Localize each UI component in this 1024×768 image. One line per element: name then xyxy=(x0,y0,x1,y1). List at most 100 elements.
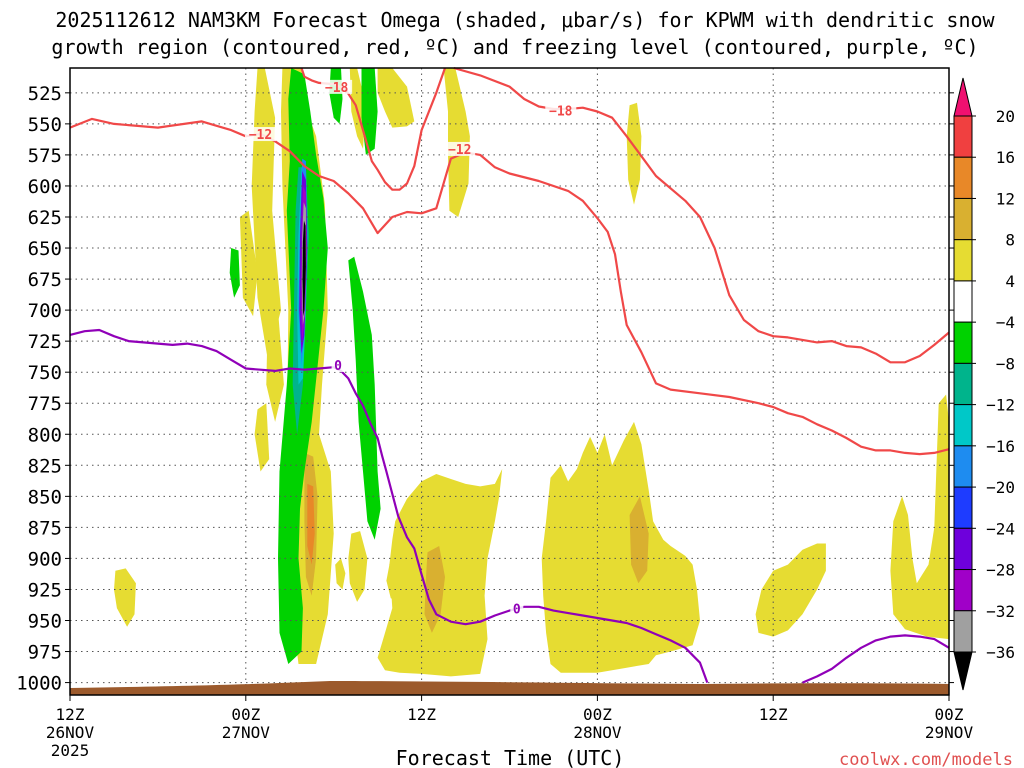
colorbar-swatch xyxy=(953,610,973,653)
colorbar-swatch xyxy=(953,321,973,364)
colorbar-swatch xyxy=(953,569,973,612)
y-tick-label: 950 xyxy=(28,611,62,633)
omega-region xyxy=(254,403,270,472)
x-tick-label: 00Z xyxy=(231,705,260,724)
x-tick-label: 12Z xyxy=(759,705,788,724)
y-tick-label: 975 xyxy=(28,642,62,664)
colorbar-label: 12 xyxy=(996,189,1015,208)
omega-region xyxy=(424,546,445,633)
colorbar-label: −36 xyxy=(986,643,1015,662)
contour-line xyxy=(69,328,709,683)
colorbar-swatch xyxy=(953,115,973,158)
colorbar-swatch xyxy=(953,77,973,117)
y-tick-label: 725 xyxy=(28,331,62,353)
y-tick-label: 625 xyxy=(28,207,62,229)
y-tick-label: 600 xyxy=(28,176,62,198)
y-tick-label: 900 xyxy=(28,548,62,570)
contour-label-bg xyxy=(545,103,577,118)
x-tick-label: 00Z xyxy=(935,705,964,724)
terrain-strip xyxy=(70,681,949,695)
colorbar-label: −24 xyxy=(986,519,1015,538)
contour-label-bg xyxy=(444,141,476,156)
omega-region xyxy=(335,558,346,590)
terrain-fill xyxy=(70,681,949,695)
colorbar-label: 4 xyxy=(1005,272,1015,291)
contour-label: −18 xyxy=(549,104,573,119)
colorbar-swatch xyxy=(953,239,973,282)
contour-label: −12 xyxy=(448,143,471,158)
contour-line xyxy=(69,117,950,456)
colorbar-swatch xyxy=(953,197,973,241)
colorbar-swatch xyxy=(953,156,973,199)
contour-label: −12 xyxy=(249,128,272,143)
contour-label: 0 xyxy=(513,602,521,617)
omega-region xyxy=(348,531,368,602)
omega-region xyxy=(890,394,949,640)
x-tick-label: 2025 xyxy=(51,741,90,760)
colorbar-swatch xyxy=(953,445,973,488)
x-tick-label: 27NOV xyxy=(222,723,271,742)
contour-label-bg xyxy=(510,601,524,616)
omega-shading xyxy=(114,68,949,677)
colorbar-label: −16 xyxy=(986,437,1015,456)
chart-title-line1: 2025112612 NAM3KM Forecast Omega (shaded… xyxy=(55,8,995,32)
colorbar-swatch xyxy=(953,404,973,447)
colorbar-label: 20 xyxy=(996,107,1015,126)
plot-area: −18 −18 −12 −12 0 0 xyxy=(69,66,950,696)
omega-region xyxy=(266,310,284,422)
omega-region xyxy=(626,102,642,205)
x-tick-label: 29NOV xyxy=(925,723,974,742)
omega-region xyxy=(348,256,381,540)
y-axis-ticks: 525 550 575 600 625 650 675 700 725 750 775 800 825 8… xyxy=(16,83,954,695)
y-tick-label: 650 xyxy=(28,238,62,260)
colorbar-swatch xyxy=(953,527,973,571)
colorbar-swatch xyxy=(953,486,973,529)
x-tick-label: 00Z xyxy=(583,705,612,724)
y-tick-label: 675 xyxy=(28,269,62,291)
x-tick-label: 12Z xyxy=(56,705,85,724)
contour-label-bg xyxy=(244,127,276,142)
omega-region xyxy=(541,421,700,673)
colorbar-swatch xyxy=(953,651,973,691)
credit-text: coolwx.com/models xyxy=(839,750,1013,768)
colorbar-label: −4 xyxy=(996,313,1015,332)
x-tick-label: 12Z xyxy=(407,705,436,724)
omega-region xyxy=(302,220,306,317)
y-tick-label: 525 xyxy=(28,83,62,105)
plot-frame xyxy=(69,67,950,696)
y-tick-label: 1000 xyxy=(16,673,62,695)
x-axis-label: Forecast Time (UTC) xyxy=(396,746,625,768)
y-tick-label: 575 xyxy=(28,145,62,167)
colorbar-swatch xyxy=(953,280,973,323)
colorbar-label: 8 xyxy=(1005,231,1015,250)
y-tick-label: 550 xyxy=(28,114,62,136)
x-tick-label: 26NOV xyxy=(46,723,95,742)
omega-region xyxy=(114,568,136,627)
y-tick-label: 850 xyxy=(28,486,62,508)
omega-region xyxy=(239,210,258,317)
colorbar-label: −20 xyxy=(986,478,1015,497)
colorbar-label: −8 xyxy=(996,354,1015,373)
y-tick-label: 925 xyxy=(28,579,62,601)
contour-line xyxy=(802,634,950,684)
y-tick-label: 750 xyxy=(28,362,62,384)
omega-region xyxy=(361,68,378,155)
colorbar-label: −32 xyxy=(986,602,1015,621)
omega-region xyxy=(377,68,415,128)
contour-line xyxy=(300,67,447,191)
colorbar-label: 16 xyxy=(996,148,1015,167)
y-tick-label: 800 xyxy=(28,424,62,446)
x-tick-label: 28NOV xyxy=(573,723,622,742)
colorbar-swatch xyxy=(953,362,973,406)
contour-label: 0 xyxy=(334,359,342,374)
y-tick-label: 775 xyxy=(28,393,62,415)
contour-label-bg xyxy=(321,79,353,94)
contour-labels: −18 −18 −12 −12 0 0 xyxy=(244,79,577,617)
omega-region xyxy=(307,483,315,565)
colorbar-label: −28 xyxy=(986,561,1015,580)
plot-background xyxy=(70,68,949,695)
y-tick-label: 875 xyxy=(28,517,62,539)
colorbar-label: −12 xyxy=(986,396,1015,415)
